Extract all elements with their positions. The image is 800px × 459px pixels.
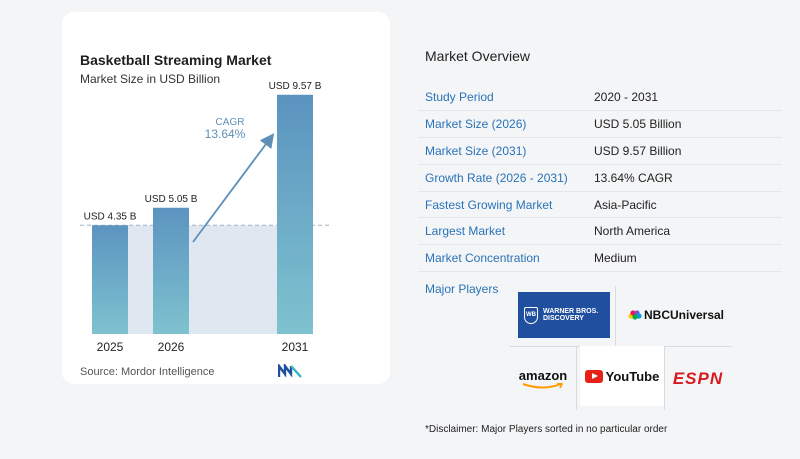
cagr-arrow <box>192 133 275 243</box>
overview-value: Medium <box>588 244 782 273</box>
bar-2026 <box>153 207 189 334</box>
overview-key: Fastest Growing Market <box>418 191 588 219</box>
espn-logo: ESPN <box>664 356 732 402</box>
overview-value: Asia-Pacific <box>588 191 782 219</box>
divider <box>664 346 665 410</box>
cagr-value: 13.64% <box>205 127 246 141</box>
youtube-play-icon <box>584 369 603 383</box>
overview-key: Largest Market <box>418 217 588 246</box>
cagr-label: CAGR <box>216 117 245 128</box>
overview-value: North America <box>588 217 782 246</box>
chart-title: Basketball Streaming Market <box>80 52 272 68</box>
divider <box>615 286 616 346</box>
overview-row: Fastest Growing Market Asia-Pacific <box>418 191 782 219</box>
tick-label-2026: 2026 <box>158 340 185 354</box>
wb-line1: WARNER BROS. <box>543 308 599 315</box>
overview-value: 13.64% CAGR <box>588 164 782 192</box>
data-label-2025: USD 4.35 B <box>84 211 137 222</box>
youtube-logo: YouTube <box>580 346 664 406</box>
overview-row: Market Concentration Medium <box>418 244 782 273</box>
espn-text: ESPN <box>672 369 724 388</box>
youtube-text: YouTube <box>605 368 660 384</box>
overview-table: Study Period 2020 - 2031 Market Size (2026… <box>418 84 782 273</box>
shaded-region <box>92 225 313 334</box>
nbc-text: NBCUniversal <box>643 308 725 322</box>
overview-value: USD 5.05 Billion <box>588 110 782 139</box>
major-players-label: Major Players <box>425 282 499 296</box>
overview-key: Market Size (2026) <box>418 110 588 139</box>
divider <box>576 346 577 410</box>
overview-row: Market Size (2026) USD 5.05 Billion <box>418 110 782 139</box>
wb-shield-icon: WB <box>524 306 538 324</box>
peacock-icon <box>628 309 642 320</box>
chart-subtitle: Market Size in USD Billion <box>80 72 221 86</box>
overview-key: Market Concentration <box>418 244 588 273</box>
mordor-logo-icon <box>278 364 302 378</box>
overview-value: 2020 - 2031 <box>588 84 782 112</box>
overview-key: Study Period <box>418 84 588 112</box>
amazon-smile-icon <box>522 383 564 389</box>
overview-value: USD 9.57 Billion <box>588 137 782 165</box>
overview-title: Market Overview <box>425 48 531 64</box>
tick-label-2025: 2025 <box>97 340 124 354</box>
disclaimer-text: *Disclaimer: Major Players sorted in no … <box>425 424 668 435</box>
amazon-logo: amazon <box>510 356 576 402</box>
data-label-2026: USD 5.05 B <box>145 194 198 205</box>
source-text: Source: Mordor Intelligence <box>80 366 215 378</box>
bar-2025 <box>92 225 128 334</box>
data-label-2031: USD 9.57 B <box>269 81 322 92</box>
overview-row: Largest Market North America <box>418 217 782 246</box>
overview-row: Growth Rate (2026 - 2031) 13.64% CAGR <box>418 164 782 192</box>
overview-row: Study Period 2020 - 2031 <box>418 84 782 112</box>
nbcuniversal-logo: NBCUniversal <box>620 292 732 338</box>
bar-chart: USD 4.35 B USD 5.05 B USD 9.57 B 2025 2026 2… <box>80 81 330 354</box>
tick-label-2031: 2031 <box>282 340 309 354</box>
amazon-text: amazon <box>518 368 568 383</box>
bar-2031 <box>277 94 313 334</box>
overview-key: Market Size (2031) <box>418 137 588 165</box>
overview-row: Market Size (2031) USD 9.57 Billion <box>418 137 782 165</box>
warner-bros-discovery-logo: WB WARNER BROS. DISCOVERY <box>518 292 610 338</box>
wb-line2: DISCOVERY <box>543 315 584 322</box>
overview-key: Growth Rate (2026 - 2031) <box>418 164 588 192</box>
